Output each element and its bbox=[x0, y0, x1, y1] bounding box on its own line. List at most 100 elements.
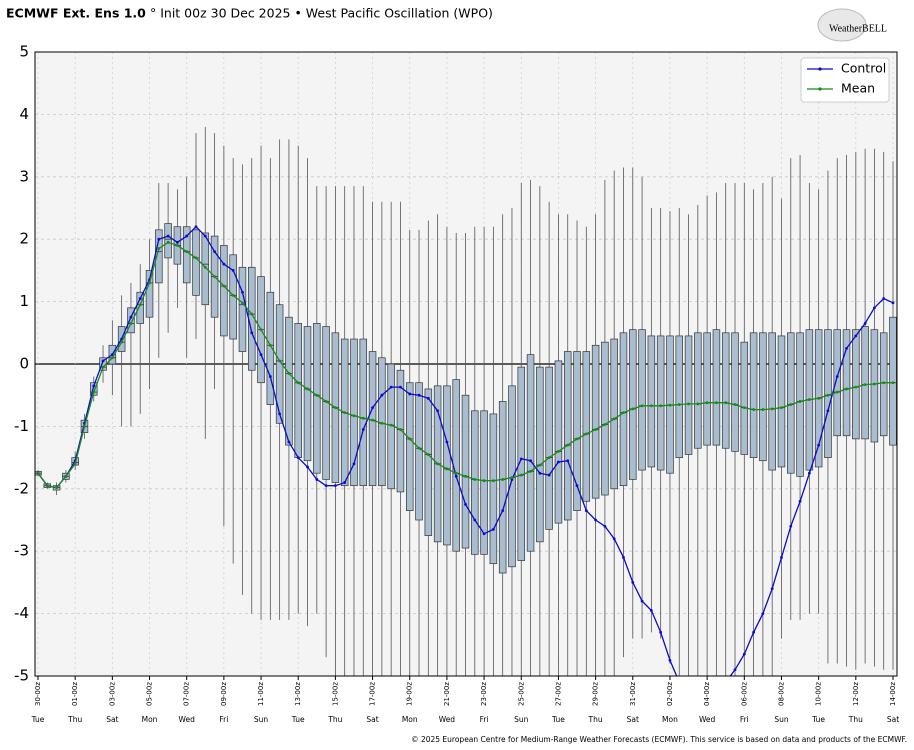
series-marker bbox=[640, 599, 644, 603]
box bbox=[870, 329, 879, 443]
series-marker bbox=[575, 484, 579, 488]
series-marker bbox=[891, 381, 895, 385]
series-marker bbox=[389, 423, 393, 427]
series-marker bbox=[176, 244, 179, 247]
series-marker bbox=[194, 225, 198, 229]
series-marker bbox=[157, 247, 161, 250]
box bbox=[712, 329, 721, 446]
series-marker bbox=[538, 471, 542, 475]
series-marker bbox=[715, 700, 718, 703]
x-tick-label: 04-00z bbox=[703, 682, 711, 706]
box bbox=[694, 332, 702, 449]
series-marker bbox=[882, 381, 886, 385]
series-marker bbox=[882, 297, 886, 300]
box bbox=[294, 323, 302, 458]
y-tick-label: 4 bbox=[19, 105, 29, 123]
box bbox=[796, 332, 804, 477]
series-marker bbox=[166, 234, 170, 238]
box bbox=[443, 385, 451, 546]
series-marker bbox=[622, 556, 625, 559]
box bbox=[721, 332, 730, 449]
box bbox=[861, 326, 869, 440]
x-tick-label: 17-00z bbox=[369, 682, 377, 706]
weekday-label: Fri bbox=[480, 715, 489, 724]
series-marker bbox=[185, 250, 189, 254]
series-marker bbox=[826, 393, 830, 397]
series-marker bbox=[835, 390, 839, 394]
weekday-label: Sat bbox=[627, 715, 639, 724]
series-marker bbox=[399, 428, 402, 431]
series-marker bbox=[715, 401, 718, 405]
y-tick-label: 1 bbox=[19, 292, 29, 310]
x-tick-label: 14-00z bbox=[889, 682, 897, 706]
series-marker bbox=[231, 269, 235, 272]
series-marker bbox=[519, 457, 523, 461]
chart-subtitle: ° Init 00z 30 Dec 2025 • West Pacific Os… bbox=[150, 6, 493, 21]
weekday-label: Tue bbox=[31, 715, 45, 724]
series-marker bbox=[157, 237, 161, 241]
box bbox=[563, 351, 572, 521]
box bbox=[303, 326, 312, 462]
series-marker bbox=[547, 473, 551, 477]
series-marker bbox=[668, 659, 672, 662]
series-marker bbox=[166, 240, 170, 244]
series-marker bbox=[742, 652, 746, 656]
series-marker bbox=[594, 428, 598, 431]
y-tick-label: -2 bbox=[14, 479, 29, 497]
weekday-label: Mon bbox=[402, 715, 418, 724]
box bbox=[740, 341, 749, 455]
series-marker bbox=[231, 293, 235, 297]
series-marker bbox=[873, 306, 876, 310]
y-tick-label: 3 bbox=[19, 167, 29, 185]
series-marker bbox=[371, 406, 374, 410]
box bbox=[396, 369, 405, 493]
series-marker bbox=[250, 312, 254, 316]
box bbox=[145, 270, 154, 318]
series-marker bbox=[863, 322, 867, 325]
series-marker bbox=[687, 402, 690, 406]
box bbox=[647, 335, 656, 468]
series-marker bbox=[213, 250, 216, 254]
series-marker bbox=[454, 471, 458, 475]
series-marker bbox=[324, 484, 328, 488]
series-marker bbox=[566, 459, 570, 463]
box bbox=[368, 351, 377, 487]
x-tick-label: 19-00z bbox=[406, 682, 414, 706]
weekday-label: Thu bbox=[327, 715, 342, 724]
x-tick-label: 08-00z bbox=[777, 682, 785, 706]
series-marker bbox=[724, 681, 727, 684]
box bbox=[220, 245, 228, 337]
series-marker bbox=[705, 401, 709, 405]
box bbox=[536, 366, 544, 543]
series-marker bbox=[659, 630, 663, 634]
series-marker bbox=[640, 404, 644, 408]
box bbox=[591, 344, 600, 499]
series-marker bbox=[194, 256, 198, 260]
series-marker bbox=[584, 509, 588, 513]
box bbox=[136, 291, 144, 324]
series-marker bbox=[92, 390, 96, 394]
series-marker bbox=[770, 407, 774, 411]
series-marker bbox=[278, 412, 282, 416]
box bbox=[517, 366, 526, 561]
weekday-label: Sun bbox=[514, 715, 529, 724]
box bbox=[842, 329, 851, 437]
series-marker bbox=[371, 418, 374, 422]
series-marker bbox=[343, 481, 347, 484]
box bbox=[350, 338, 358, 487]
box bbox=[461, 394, 470, 549]
series-marker bbox=[538, 463, 542, 467]
series-marker bbox=[203, 265, 207, 269]
x-tick-label: 29-00z bbox=[592, 682, 600, 706]
series-marker bbox=[315, 393, 319, 397]
series-marker bbox=[333, 484, 337, 488]
weekday-label: Sat bbox=[887, 715, 899, 724]
series-marker bbox=[287, 371, 291, 375]
box bbox=[545, 366, 553, 530]
series-marker bbox=[482, 479, 486, 483]
series-marker bbox=[445, 467, 449, 471]
series-marker bbox=[547, 456, 551, 459]
box bbox=[238, 266, 247, 352]
series-marker bbox=[138, 303, 142, 307]
series-marker bbox=[380, 421, 384, 425]
